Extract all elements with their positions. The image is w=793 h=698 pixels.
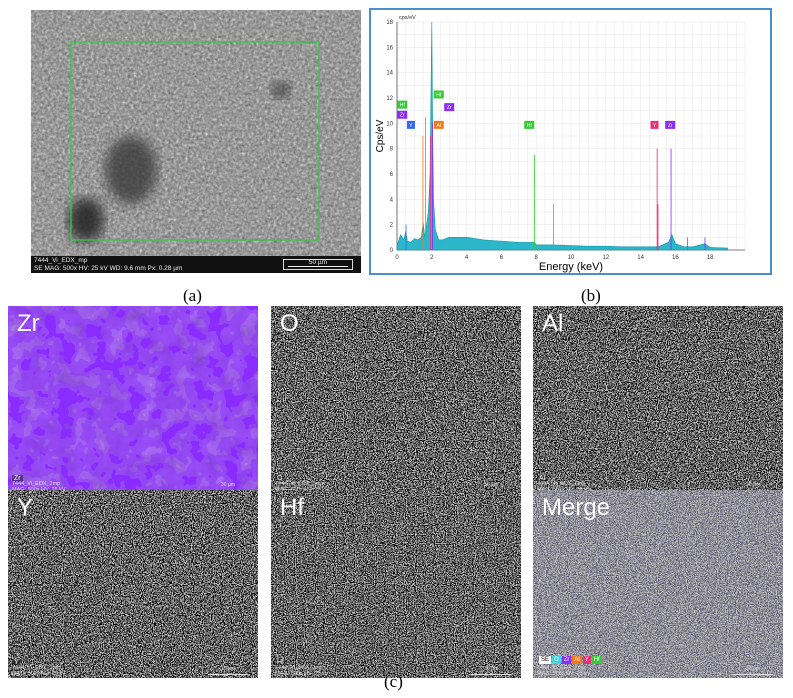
x-tick-label: 14 [637, 255, 644, 261]
map-corner-tag: Zr [12, 475, 23, 482]
map-title: O [280, 310, 299, 337]
x-tick-label: 8 [535, 255, 539, 261]
merge-legend-item: Y [582, 656, 591, 664]
peak-tag-label: Y [653, 123, 657, 129]
map-footer-line1: 7444_Vi_EDX_2mp [12, 665, 61, 671]
sem-info-line2: SE MAG: 500x HV: 25 kV WD: 9.6 mm Px: 0.… [34, 265, 183, 272]
peak-tag-label: Al [437, 123, 441, 129]
map-scale-bar: 30 µm [733, 666, 773, 675]
peak-tag-box [524, 120, 535, 129]
map-footer-line1: 7444_Vi_EDX_2mp [12, 481, 61, 487]
map-title: Merge [542, 494, 611, 521]
map-footer-line1: 7444_Vi_EDX_2mp [275, 665, 324, 671]
map-footer-line1: 7444_Vi_EDX_2mp [537, 665, 586, 671]
peak-tag-box [397, 100, 408, 109]
panel-label-a: (a) [183, 286, 202, 305]
x-tick-label: 12 [602, 255, 609, 261]
map-corner-tag: O [275, 475, 285, 482]
merge-legend-item: Hf [591, 656, 602, 664]
sem-image: 7444_Vi_EDX_mp SE MAG: 500x HV: 25 kV WD… [31, 10, 361, 273]
map-texture [533, 306, 783, 494]
map-corner-tag: Hf [275, 659, 286, 666]
x-tick-label: 18 [707, 255, 714, 261]
panel-label-b: (b) [581, 286, 601, 305]
peak-tag-label: Hf [436, 92, 442, 98]
map-y: Y Y 7444_Vi_EDX_2mp MAG: 500x HV: 25 kV 30 µ… [8, 490, 258, 678]
sem-info-line1: 7444_Vi_EDX_mp [34, 257, 88, 264]
map-corner-tag: Y [12, 659, 21, 666]
merge-legend-item: O [552, 656, 561, 664]
sem-scale-bar: 50 µm [283, 259, 353, 270]
peak-tag-box [650, 120, 659, 129]
panel-label-c: (c) [384, 672, 403, 691]
map-texture [533, 490, 783, 678]
roi-rectangle [70, 41, 320, 241]
unit-top-label: cps/eV [399, 15, 416, 21]
y-tick-label: 12 [386, 96, 393, 102]
map-scale-bar: 30 µm [471, 666, 511, 675]
map-footer-line1: 7444_Vi_EDX_2mp [275, 481, 324, 487]
map-footer-line2: MAG: 500x HV: 25 kV [12, 671, 66, 677]
merge-legend-item: Al [572, 656, 582, 664]
map-scale-bar: 30 µm [208, 666, 248, 675]
edx-spectrum-panel: 0 2 4 6 8 10 12 14 16 18 0 2 4 6 8 10 12 14 16 18 Energy (ke… [369, 8, 772, 275]
y-tick-label: 18 [386, 20, 393, 26]
y-tick-label: 8 [390, 147, 394, 153]
map-footer-line2: MAG: 500x HV: 25 kV [537, 671, 591, 677]
map-title: Hf [280, 494, 304, 521]
peak-tag-label: Hf [400, 103, 406, 109]
x-tick-label: 0 [395, 255, 399, 261]
peak-tag-box [444, 103, 455, 112]
map-title: Y [17, 494, 34, 521]
y-tick-label: 4 [390, 197, 394, 203]
peak-tag-box [665, 120, 676, 129]
x-tick-label: 2 [430, 255, 434, 261]
y-tick-label: 2 [390, 223, 394, 229]
map-texture [8, 306, 258, 494]
peak-tag-label: Hf [527, 123, 533, 129]
map-footer-line2: MAG: 500x HV: 25 kV [275, 671, 329, 677]
peak-tag-label: Zr [668, 123, 673, 129]
peak-tag-label: Zr [447, 105, 452, 111]
y-axis-label: Cps/eV [375, 119, 386, 152]
y-tick-label: 6 [390, 172, 394, 178]
peak-tag-label: Zr [400, 113, 405, 119]
merge-legend-item: SE [539, 656, 552, 664]
map-hf: Hf Hf 7444_Vi_EDX_2mp MAG: 500x HV: 25 kV 30… [271, 490, 521, 678]
map-title: Al [542, 310, 564, 337]
peak-tag-box [433, 120, 444, 129]
y-tick-label: 16 [386, 45, 393, 51]
x-axis-label: Energy (keV) [539, 261, 603, 273]
y-tick-label: 10 [386, 121, 393, 127]
map-title: Zr [17, 310, 40, 337]
sem-texture [31, 10, 361, 273]
map-texture [8, 490, 258, 678]
peak-tag-box [397, 110, 408, 119]
sem-info-bar: 7444_Vi_EDX_mp SE MAG: 500x HV: 25 kV WD… [31, 256, 361, 273]
x-tick-label: 4 [465, 255, 469, 261]
map-texture [271, 306, 521, 494]
map-texture [271, 490, 521, 678]
map-footer-line1: 7444_Vi_EDX_2mp [537, 481, 586, 487]
x-tick-label: 16 [672, 255, 679, 261]
peak-tag-box [433, 90, 444, 99]
merge-legend-item: Zr [561, 656, 572, 664]
merge-legend: SE O Zr Al Y Hf [539, 656, 602, 664]
y-tick-label: 14 [386, 71, 393, 77]
edx-chart: 0 2 4 6 8 10 12 14 16 18 0 2 4 6 8 10 12 14 16 18 Energy (ke… [375, 15, 746, 273]
x-tick-label: 6 [500, 255, 504, 261]
peak-tag-box [406, 120, 415, 129]
map-corner-tag: Al [537, 475, 548, 482]
map-merge: Merge 7444_Vi_EDX_2mp MAG: 500x HV: 25 kV 3… [533, 490, 783, 678]
y-tick-label: 0 [390, 248, 394, 254]
x-tick-label: 10 [568, 255, 575, 261]
peak-tag-label: Y [409, 123, 413, 129]
